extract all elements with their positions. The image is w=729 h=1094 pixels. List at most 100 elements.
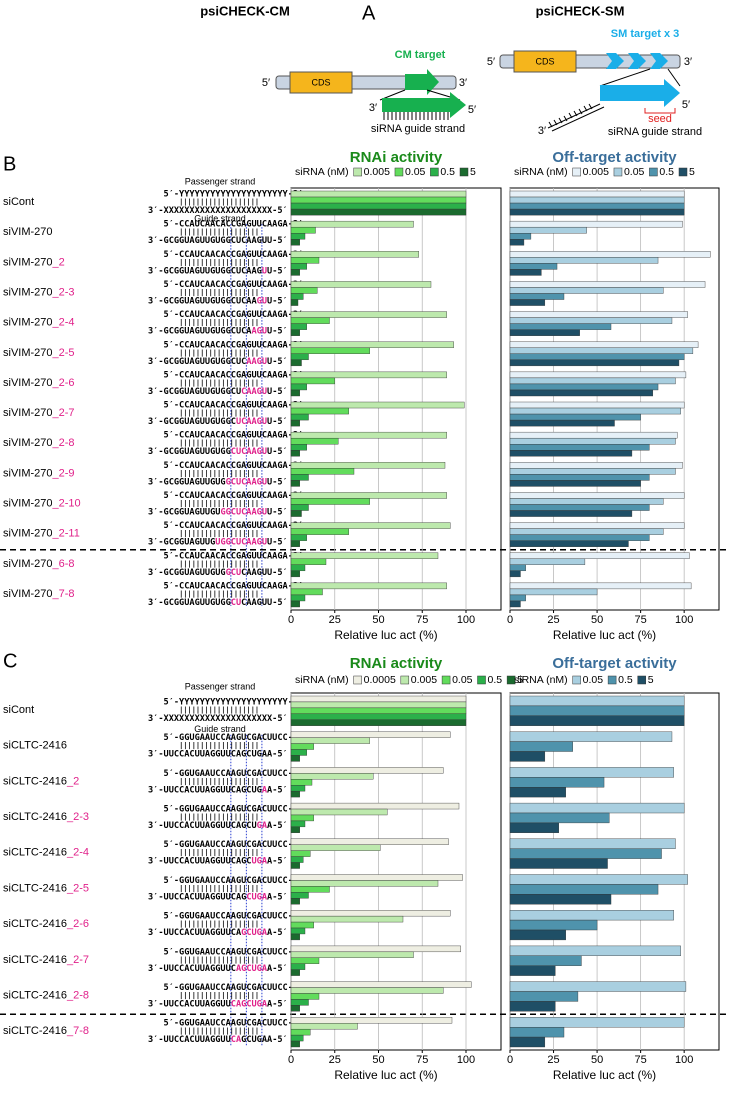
row-suffix: _2-5	[66, 882, 89, 894]
row-name: siVIM-270	[3, 256, 53, 268]
guide-seq: 3′-UUCCACUUAGGUUCAGCUGAA-5′	[148, 785, 288, 795]
bar	[509, 202, 685, 210]
pairing: |||||||||||||||||||	[179, 349, 259, 358]
x-tick-label: 75	[416, 614, 428, 626]
guide-seq: 3′-GCGGUAGUUGUGGCUCAAGUU-5′	[148, 447, 288, 457]
row-label: siCLTC-2416_2-6	[3, 918, 89, 930]
passenger-seq: 5′-GGUGAAUCCAAGUCGACUUCC-3′	[164, 947, 304, 957]
bar	[509, 522, 685, 529]
x-tick-label: 50	[372, 1054, 384, 1066]
x-tick-label: 25	[547, 614, 559, 626]
bar	[290, 239, 300, 246]
guide-part: U-5′	[267, 537, 288, 547]
legend-label: 0.05	[405, 166, 426, 178]
target-label: SM target x 3	[611, 28, 679, 40]
bar	[509, 263, 558, 270]
guide-mutation: UCAAGU	[236, 417, 267, 427]
passenger-seq: 5′-YYYYYYYYYYYYYYYYYYYYY-3′	[164, 190, 304, 200]
row-suffix: _2-7	[52, 407, 75, 419]
bar	[290, 981, 472, 988]
row-label: siVIM-270_2-6	[3, 377, 75, 389]
bar	[509, 884, 659, 895]
bar	[509, 570, 521, 578]
guide-mutation: UGGCUCAAGU	[215, 537, 267, 547]
passenger-seq: 5′-CCAUCAACACCGAGUUCAAGA-3′	[164, 491, 304, 501]
bar	[509, 695, 685, 707]
bar	[290, 311, 447, 318]
row-label: siVIM-270_2-8	[3, 437, 75, 449]
bar	[290, 341, 454, 348]
bar	[509, 341, 699, 348]
guide-mutation: GA	[257, 820, 268, 830]
x-tick-label: 0	[507, 1054, 513, 1066]
bar	[509, 323, 612, 330]
bar	[290, 534, 307, 541]
bar	[290, 1005, 300, 1012]
row-label: siVIM-270_2	[3, 256, 65, 268]
row-name: siCLTC-2416	[3, 882, 67, 894]
guide-part: U-5′	[267, 296, 288, 306]
bar	[290, 969, 300, 976]
bar	[509, 377, 676, 385]
guide-seq: 3′-GCGGUAGUUGUGGCUCAAGUU-5′	[148, 266, 288, 276]
guide-part: 3′-GCGGUAGUUGUGGCUCAAGUU-5′	[148, 236, 288, 246]
guide-mutation: A	[262, 785, 268, 795]
bar	[290, 707, 467, 715]
pairing: |||||||||||||||||||	[179, 991, 259, 1000]
bar	[290, 963, 306, 970]
seed-bracket	[644, 108, 676, 114]
x-tick-label: 50	[591, 1054, 603, 1066]
row-suffix: _2-3	[66, 811, 89, 823]
guide-part: 3′-UUCCACUUAGGUU	[148, 1035, 231, 1045]
bar	[290, 347, 370, 354]
bar	[509, 401, 685, 409]
row-name: siCLTC-2416	[3, 989, 67, 1001]
passenger-seq: 5′-YYYYYYYYYYYYYYYYYYYYY-3′	[164, 697, 304, 707]
passenger-seq: 5′-CCAUCAACACCGAGUUCAAGA-3′	[164, 340, 304, 350]
pairing: |||||||||||||||||||	[179, 849, 259, 858]
construct-title: psiCHECK-CM	[200, 3, 290, 18]
row-name: siVIM-270	[3, 437, 53, 449]
x-axis-title: Relative luc act (%)	[553, 1068, 656, 1082]
row-suffix: _2-11	[52, 528, 80, 540]
x-tick-label: 75	[416, 1054, 428, 1066]
bar	[290, 564, 306, 572]
bar	[290, 540, 300, 547]
pairing: |||||||||||||||||||	[179, 777, 259, 786]
guide-arrow	[600, 79, 680, 107]
bar	[290, 251, 419, 258]
passenger-seq: 5′-CCAUCAACACCGAGUUCAAGA-3′	[164, 250, 304, 260]
bar	[290, 927, 306, 935]
pairing: |||||||||||||||||||	[179, 379, 259, 388]
bar	[509, 991, 579, 1002]
bar	[509, 582, 692, 590]
guide-mutation: U	[262, 266, 267, 276]
row-label: siVIM-270_2-7	[3, 407, 75, 419]
x-tick-label: 100	[675, 1054, 693, 1066]
bar	[509, 504, 650, 511]
row-suffix: _2-4	[66, 847, 89, 859]
guide-mutation: CU	[231, 597, 241, 607]
x-tick-label: 25	[547, 1054, 559, 1066]
guide-mutation: CUCAAGU	[231, 447, 267, 457]
bar	[290, 886, 330, 893]
passenger-seq: 5′-CCAUCAACACCGAGUUCAAGA-3′	[164, 581, 304, 591]
row-suffix: _2-7	[66, 954, 89, 966]
bar	[290, 779, 313, 786]
target-arrow	[405, 69, 439, 95]
row-suffix: _2	[52, 256, 65, 268]
bar	[290, 838, 449, 845]
guide-seq: 3′-GCGGUAGUUGUGGCUCAAGUU-5′	[148, 597, 288, 607]
legend-label: 0.0005	[364, 674, 396, 686]
panel-label: C	[3, 650, 17, 672]
x-axis-title: Relative luc act (%)	[553, 628, 656, 642]
bar	[509, 874, 688, 885]
legend-swatch	[353, 167, 362, 177]
guide-seq: 3′-GCGGUAGUUGUGGCUCAAGUU-5′	[148, 417, 288, 427]
bar	[290, 474, 309, 481]
end-label: 5′	[468, 104, 476, 116]
guide-seq: 3′-UUCCACUUAGGUUCAGCUGAA-5′	[148, 749, 288, 759]
passenger-seq: 5′-GGUGAAUCCAAGUCGACUUCC-3′	[164, 769, 304, 779]
pairing: |||||||||||||||||||	[179, 956, 259, 965]
